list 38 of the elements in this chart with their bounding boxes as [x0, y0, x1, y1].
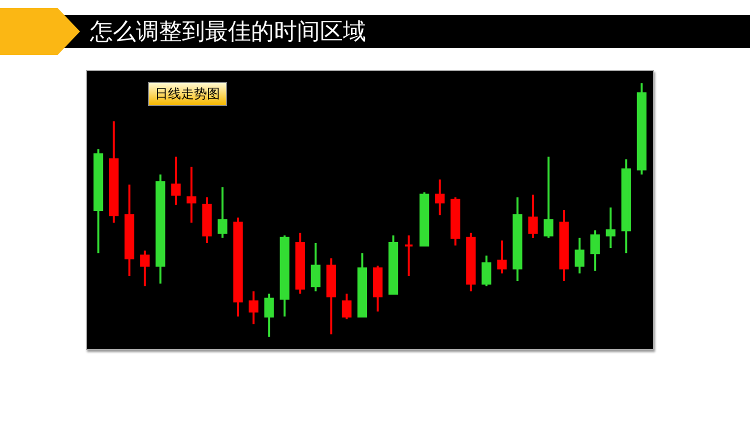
candlestick [372, 264, 383, 312]
candlestick [140, 250, 150, 288]
candlestick [124, 184, 134, 277]
candlestick [295, 232, 305, 295]
candlestick [574, 236, 584, 274]
candlestick [450, 196, 460, 247]
candlestick [420, 191, 430, 247]
candlestick [636, 82, 646, 176]
candlestick [404, 234, 414, 277]
candlestick [528, 194, 538, 239]
candlestick [512, 196, 522, 282]
candlestick [621, 158, 631, 254]
candlestick [435, 178, 445, 216]
candlestick [94, 148, 104, 254]
candlestick [248, 290, 258, 326]
candlestick [482, 254, 492, 288]
candlestick [280, 234, 290, 318]
candlestick [342, 292, 352, 320]
candlestick [357, 252, 368, 318]
candlestick [606, 206, 616, 250]
candlestick [466, 232, 476, 292]
candlestick [202, 196, 212, 244]
chart-title: 怎么调整到最佳的时间区域 [90, 18, 366, 46]
candlestick [559, 209, 569, 282]
candlestick [310, 242, 320, 292]
candlestick [544, 156, 554, 239]
candlestick [109, 120, 119, 224]
candlestick [326, 257, 336, 336]
candlestick [171, 156, 181, 206]
candlestick [218, 186, 228, 239]
annotation: 日线走势图 [148, 82, 227, 106]
candlestick [186, 166, 196, 224]
candlestick [264, 292, 274, 338]
candlestick [497, 239, 507, 274]
candlestick [388, 234, 398, 295]
candlestick [156, 173, 166, 285]
candlestick [590, 229, 600, 272]
candlestick [233, 216, 243, 318]
